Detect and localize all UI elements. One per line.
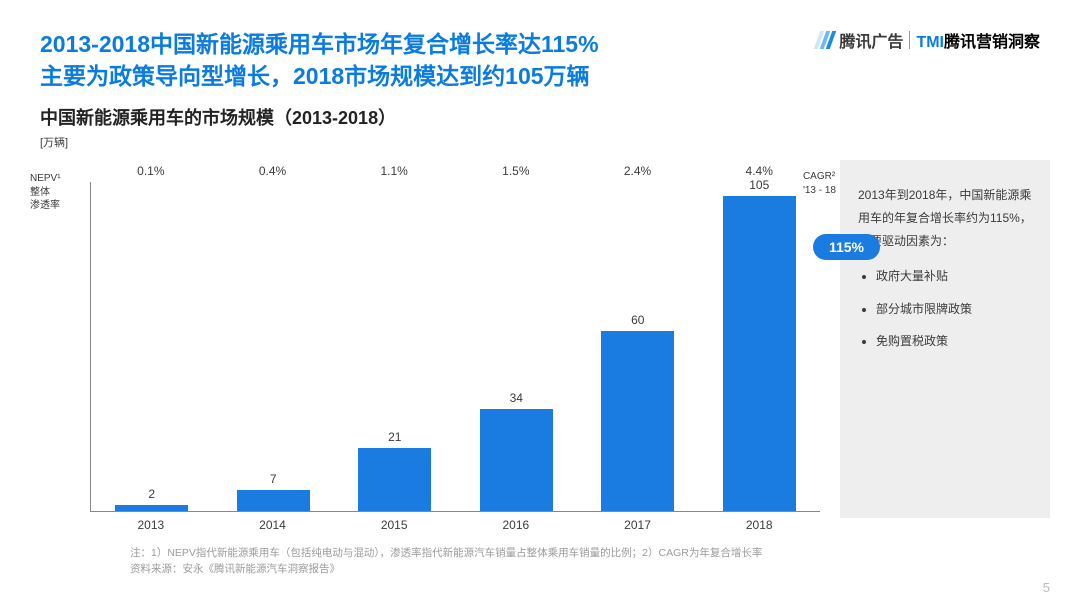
bar-chart: 27213460105115% — [90, 182, 820, 512]
x-axis-label: 2015 — [333, 518, 455, 532]
bar-value-label: 60 — [631, 313, 644, 327]
page-title-line1: 2013-2018中国新能源乘用车市场年复合增长率达115% — [40, 28, 599, 60]
penet-label-l2: 整体 — [30, 186, 61, 200]
bar-value-label: 7 — [270, 472, 277, 486]
chart-column: NEPV¹ 整体 渗透率 CAGR² '13 - 18 0.1%0.4%1.1%… — [40, 160, 820, 532]
bar — [723, 196, 796, 511]
bar — [358, 448, 431, 511]
footnotes: 注：1）NEPV指代新能源乘用车（包括纯电动与混动），渗透率指代新能源汽车销量占… — [130, 546, 890, 578]
penet-label-l3: 渗透率 — [30, 199, 61, 213]
title-block: 2013-2018中国新能源乘用车市场年复合增长率达115% 主要为政策导向型增… — [40, 28, 599, 92]
insight-sidebox: 2013年到2018年，中国新能源乘用车的年复合增长率约为115%，主要驱动因素… — [840, 160, 1050, 518]
bar — [480, 409, 553, 511]
page-title-line2: 主要为政策导向型增长，2018市场规模达到约105万辆 — [40, 60, 599, 92]
bar-value-label: 21 — [388, 430, 401, 444]
penetration-value: 0.1% — [90, 164, 212, 178]
bar-slot: 34 — [456, 391, 578, 511]
bar-slot: 2 — [91, 487, 213, 511]
sidebox-bullets: 政府大量补贴部分城市限牌政策免购置税政策 — [876, 265, 1032, 353]
bar-value-label: 2 — [148, 487, 155, 501]
penetration-value: 1.5% — [455, 164, 577, 178]
brand-block: 腾讯广告 TMI腾讯营销洞察 — [817, 28, 1040, 52]
cagr-badge: 115% — [813, 234, 880, 260]
sidebox-bullet: 部分城市限牌政策 — [876, 298, 1032, 321]
bar — [601, 331, 674, 511]
sidebox-bullet: 政府大量补贴 — [876, 265, 1032, 288]
brand-separator — [909, 31, 910, 49]
bar — [237, 490, 310, 511]
x-axis-label: 2014 — [212, 518, 334, 532]
brand-text-b: TMI — [916, 34, 944, 51]
x-axis-label: 2016 — [455, 518, 577, 532]
bar — [115, 505, 188, 511]
footnote-line2: 资料来源：安永《腾讯新能源汽车洞察报告》 — [130, 562, 890, 578]
chart-subtitle: 中国新能源乘用车的市场规模（2013-2018） — [40, 104, 1040, 130]
bar-slot: 105 — [699, 178, 821, 511]
penetration-label: NEPV¹ 整体 渗透率 — [30, 172, 61, 213]
x-axis-label: 2013 — [90, 518, 212, 532]
header-row: 2013-2018中国新能源乘用车市场年复合增长率达115% 主要为政策导向型增… — [40, 28, 1040, 92]
x-axis-label: 2017 — [577, 518, 699, 532]
slide: 2013-2018中国新能源乘用车市场年复合增长率达115% 主要为政策导向型增… — [0, 0, 1080, 607]
x-axis-label: 2018 — [698, 518, 820, 532]
subtitle-row: 中国新能源乘用车的市场规模（2013-2018） [万辆] — [40, 104, 1040, 150]
side-column: 2013年到2018年，中国新能源乘用车的年复合增长率约为115%，主要驱动因素… — [840, 160, 1050, 532]
brand-text-a: 腾讯广告 — [839, 28, 903, 52]
page-number: 5 — [1043, 580, 1050, 595]
brand-slash-icon — [817, 31, 833, 49]
sidebox-paragraph: 2013年到2018年，中国新能源乘用车的年复合增长率约为115%，主要驱动因素… — [858, 184, 1032, 252]
penetration-value: 1.1% — [333, 164, 455, 178]
bar-slot: 60 — [577, 313, 699, 511]
bar-value-label: 34 — [510, 391, 523, 405]
penetration-value: 0.4% — [212, 164, 334, 178]
footnote-line1: 注：1）NEPV指代新能源乘用车（包括纯电动与混动），渗透率指代新能源汽车销量占… — [130, 546, 890, 562]
bar-slot: 7 — [213, 472, 335, 511]
bar-value-label: 105 — [749, 178, 769, 192]
sidebox-bullet: 免购置税政策 — [876, 330, 1032, 353]
chart-unit: [万辆] — [40, 134, 1040, 150]
penetration-value: 4.4% — [698, 164, 820, 178]
x-axis: 201320142015201620172018 — [90, 512, 820, 532]
penet-label-l1: NEPV¹ — [30, 172, 61, 186]
content-row: NEPV¹ 整体 渗透率 CAGR² '13 - 18 0.1%0.4%1.1%… — [40, 160, 1040, 532]
brand-text-c: 腾讯营销洞察 — [944, 34, 1040, 51]
bar-slot: 21 — [334, 430, 456, 511]
penetration-value: 2.4% — [577, 164, 699, 178]
